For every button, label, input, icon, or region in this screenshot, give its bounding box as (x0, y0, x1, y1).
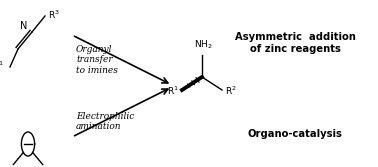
Text: R$^1$: R$^1$ (0, 166, 11, 167)
Text: Organyl
transfer
to imines: Organyl transfer to imines (76, 45, 118, 75)
Text: R$^1$: R$^1$ (167, 85, 179, 97)
Text: N: N (20, 21, 27, 31)
Text: Organo-catalysis: Organo-catalysis (248, 129, 342, 139)
Text: R$^2$: R$^2$ (45, 166, 56, 167)
Text: Electrophilic
amination: Electrophilic amination (76, 112, 134, 131)
Text: Asymmetric  addition
of zinc reagents: Asymmetric addition of zinc reagents (235, 32, 355, 54)
Text: R$^3$: R$^3$ (48, 9, 60, 21)
Text: R$^2$: R$^2$ (225, 85, 237, 97)
Text: R$^1$: R$^1$ (0, 60, 4, 72)
Text: NH$_2$: NH$_2$ (194, 39, 212, 51)
